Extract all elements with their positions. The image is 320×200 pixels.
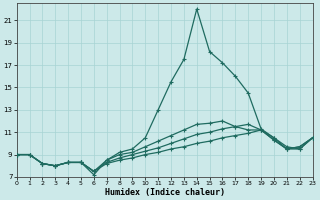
X-axis label: Humidex (Indice chaleur): Humidex (Indice chaleur) <box>105 188 225 197</box>
